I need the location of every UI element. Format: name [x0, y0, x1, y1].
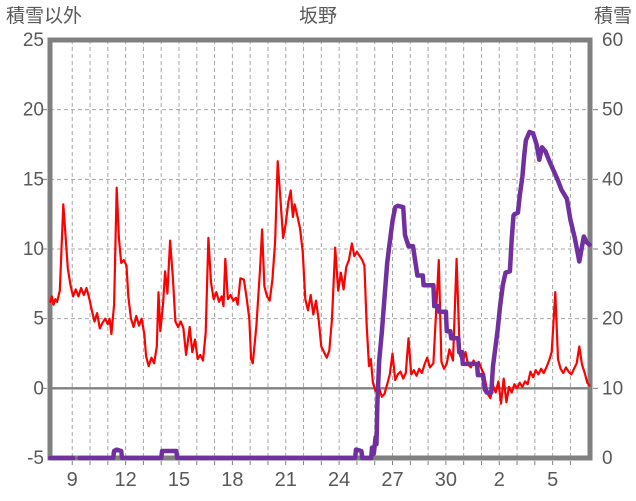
x-tick-label: 9: [67, 469, 78, 491]
y-left-tick-label: 15: [23, 169, 44, 190]
y-right-tick-label: 30: [602, 239, 623, 260]
x-tick-label: 5: [547, 469, 558, 491]
chart-title: 坂野: [298, 6, 337, 27]
x-tick-label: 24: [328, 469, 350, 491]
left-axis-title: 積雪以外: [6, 6, 83, 27]
y-right-tick-label: 10: [602, 378, 623, 399]
y-left-tick-label: 10: [23, 239, 44, 260]
x-tick-label: 12: [114, 469, 136, 491]
y-right-tick-label: 0: [602, 448, 613, 469]
y-right-tick-label: 50: [602, 100, 623, 121]
y-right-tick-label: 60: [602, 30, 623, 51]
x-tick-label: 30: [435, 469, 457, 491]
y-left-tick-label: -5: [27, 448, 44, 469]
y-left-tick-label: 0: [33, 378, 44, 399]
y-left-tick-label: 20: [23, 100, 44, 121]
temperature-line: [49, 160, 591, 405]
x-tick-label: 21: [275, 469, 297, 491]
x-tick-label: 2: [494, 469, 505, 491]
y-right-tick-label: 20: [602, 309, 623, 330]
y-left-tick-label: 5: [33, 309, 44, 330]
right-axis-title: 積雪: [593, 6, 632, 27]
x-tick-label: 15: [168, 469, 190, 491]
x-tick-label: 27: [381, 469, 403, 491]
x-tick-label: 18: [221, 469, 243, 491]
y-left-tick-label: 25: [23, 30, 44, 51]
snow-line: [77, 129, 592, 461]
y-right-tick-label: 40: [602, 169, 623, 190]
